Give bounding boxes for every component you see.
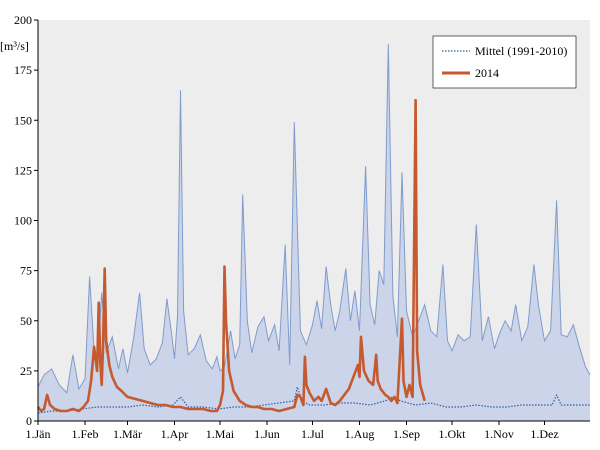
y-tick-label: 75: [20, 264, 32, 278]
legend-label-mittel: Mittel (1991-2010): [475, 44, 567, 58]
x-tick-label: 1.Aug: [345, 427, 375, 441]
x-tick-label: 1.Mai: [206, 427, 235, 441]
y-tick-label: 100: [14, 214, 32, 228]
x-tick-label: 1.Mär: [113, 427, 142, 441]
legend-label-2014: 2014: [475, 66, 499, 80]
y-axis-label: [m³/s]: [0, 39, 29, 53]
x-tick-label: 1.Sep: [393, 427, 420, 441]
y-tick-label: 175: [14, 63, 32, 77]
series-line-2014: [36, 98, 426, 413]
y-tick-label: 25: [20, 364, 32, 378]
x-tick-label: 1.Feb: [72, 427, 99, 441]
x-tick-label: 1.Jun: [254, 427, 280, 441]
x-tick-label: 1.Nov: [484, 427, 514, 441]
x-axis-ticks: 1.Jän 1.Feb 1.Mär 1.Apr 1.Mai 1.Jun 1.Jul 1.Aug…: [26, 421, 559, 441]
series-line-mittel: [37, 386, 590, 414]
y-tick-label: 0: [26, 414, 32, 428]
x-tick-label: 1.Okt: [439, 427, 467, 441]
x-tick-label: 1.Apr: [161, 427, 189, 441]
y-tick-label: 50: [20, 314, 32, 328]
range-band: [37, 44, 591, 421]
y-tick-label: 150: [14, 113, 32, 127]
y-axis-ticks: 0 25 50 75 100 125 150 175 200: [14, 13, 38, 428]
legend: Mittel (1991-2010) 2014: [432, 35, 577, 89]
x-tick-label: 1.Dez: [530, 427, 558, 441]
range-band-max-line: [37, 44, 591, 394]
x-tick-label: 1.Jul: [301, 427, 325, 441]
y-tick-label: 125: [14, 163, 32, 177]
series-layer: [36, 98, 590, 414]
legend-box: [432, 35, 577, 89]
x-tick-label: 1.Jän: [26, 427, 51, 441]
range-band-area: [38, 44, 590, 421]
y-tick-label: 200: [14, 13, 32, 27]
